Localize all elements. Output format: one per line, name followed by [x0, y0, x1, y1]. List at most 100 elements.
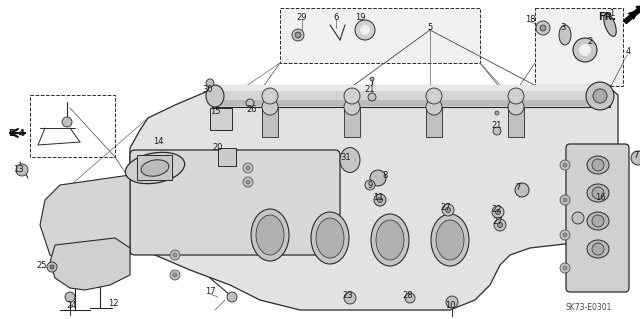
Circle shape	[292, 29, 304, 41]
Ellipse shape	[376, 220, 404, 260]
Text: 21: 21	[365, 85, 375, 94]
Text: 25: 25	[36, 261, 47, 270]
Circle shape	[365, 180, 375, 190]
Circle shape	[592, 187, 604, 199]
Ellipse shape	[371, 214, 409, 266]
Ellipse shape	[604, 14, 616, 36]
Text: 6: 6	[333, 12, 339, 21]
Ellipse shape	[251, 209, 289, 261]
Circle shape	[16, 164, 28, 176]
Text: 21: 21	[492, 121, 502, 130]
Circle shape	[563, 163, 567, 167]
Ellipse shape	[141, 160, 169, 176]
Circle shape	[173, 253, 177, 257]
Circle shape	[243, 163, 253, 173]
Text: 7: 7	[515, 183, 521, 192]
Bar	[137, 155, 172, 180]
Ellipse shape	[587, 212, 609, 230]
Ellipse shape	[340, 147, 360, 173]
Circle shape	[495, 210, 500, 214]
Bar	[210, 108, 232, 130]
Text: 3: 3	[560, 24, 566, 33]
Circle shape	[170, 250, 180, 260]
Bar	[215, 85, 610, 91]
Text: 19: 19	[355, 12, 365, 21]
Circle shape	[494, 219, 506, 231]
Ellipse shape	[587, 184, 609, 202]
Bar	[218, 148, 236, 166]
Text: 13: 13	[13, 166, 23, 174]
Circle shape	[508, 99, 524, 115]
Bar	[280, 8, 480, 63]
Bar	[426, 107, 442, 137]
Circle shape	[206, 79, 214, 87]
Polygon shape	[50, 238, 130, 290]
Circle shape	[355, 20, 375, 40]
Bar	[215, 100, 610, 106]
Circle shape	[50, 265, 54, 269]
Circle shape	[370, 77, 374, 81]
Circle shape	[344, 99, 360, 115]
Text: 12: 12	[108, 299, 118, 308]
Circle shape	[246, 99, 254, 107]
Text: 9: 9	[367, 181, 372, 189]
Text: 18: 18	[525, 16, 535, 25]
Circle shape	[446, 296, 458, 308]
Circle shape	[563, 198, 567, 202]
Circle shape	[495, 111, 499, 115]
Circle shape	[374, 194, 386, 206]
Circle shape	[246, 166, 250, 170]
Circle shape	[227, 292, 237, 302]
Circle shape	[592, 215, 604, 227]
FancyBboxPatch shape	[130, 150, 340, 255]
Circle shape	[592, 159, 604, 171]
Circle shape	[508, 88, 524, 104]
Text: 27: 27	[493, 218, 503, 226]
Text: 16: 16	[595, 194, 605, 203]
Text: 20: 20	[212, 144, 223, 152]
FancyBboxPatch shape	[566, 144, 629, 292]
Bar	[30, 95, 115, 157]
Text: 22: 22	[492, 205, 502, 214]
Circle shape	[497, 222, 502, 227]
Circle shape	[586, 82, 614, 110]
Bar	[344, 107, 360, 137]
Circle shape	[360, 25, 370, 35]
Text: 26: 26	[246, 106, 257, 115]
Bar	[262, 107, 278, 137]
Text: 28: 28	[403, 292, 413, 300]
Circle shape	[442, 204, 454, 216]
Text: 14: 14	[153, 137, 163, 146]
Text: 30: 30	[203, 85, 213, 94]
Circle shape	[295, 32, 301, 38]
Circle shape	[493, 127, 501, 135]
Circle shape	[344, 88, 360, 104]
Circle shape	[560, 263, 570, 273]
Text: SK73-E0301: SK73-E0301	[565, 303, 611, 313]
Text: 15: 15	[210, 108, 220, 116]
Circle shape	[368, 93, 376, 101]
Circle shape	[426, 88, 442, 104]
Text: 11: 11	[372, 194, 383, 203]
Circle shape	[262, 99, 278, 115]
Circle shape	[631, 151, 640, 165]
Circle shape	[560, 160, 570, 170]
Ellipse shape	[587, 156, 609, 174]
Circle shape	[593, 89, 607, 103]
Circle shape	[540, 25, 546, 31]
Bar	[215, 85, 610, 107]
Ellipse shape	[436, 220, 464, 260]
Text: 23: 23	[342, 292, 353, 300]
Circle shape	[563, 233, 567, 237]
Circle shape	[262, 88, 278, 104]
Circle shape	[405, 293, 415, 303]
Circle shape	[515, 183, 529, 197]
Circle shape	[560, 230, 570, 240]
Circle shape	[445, 207, 451, 212]
Circle shape	[47, 262, 57, 272]
Circle shape	[243, 177, 253, 187]
Text: 4: 4	[625, 48, 630, 56]
Ellipse shape	[125, 152, 185, 184]
Text: 24: 24	[67, 300, 77, 309]
Ellipse shape	[431, 214, 469, 266]
